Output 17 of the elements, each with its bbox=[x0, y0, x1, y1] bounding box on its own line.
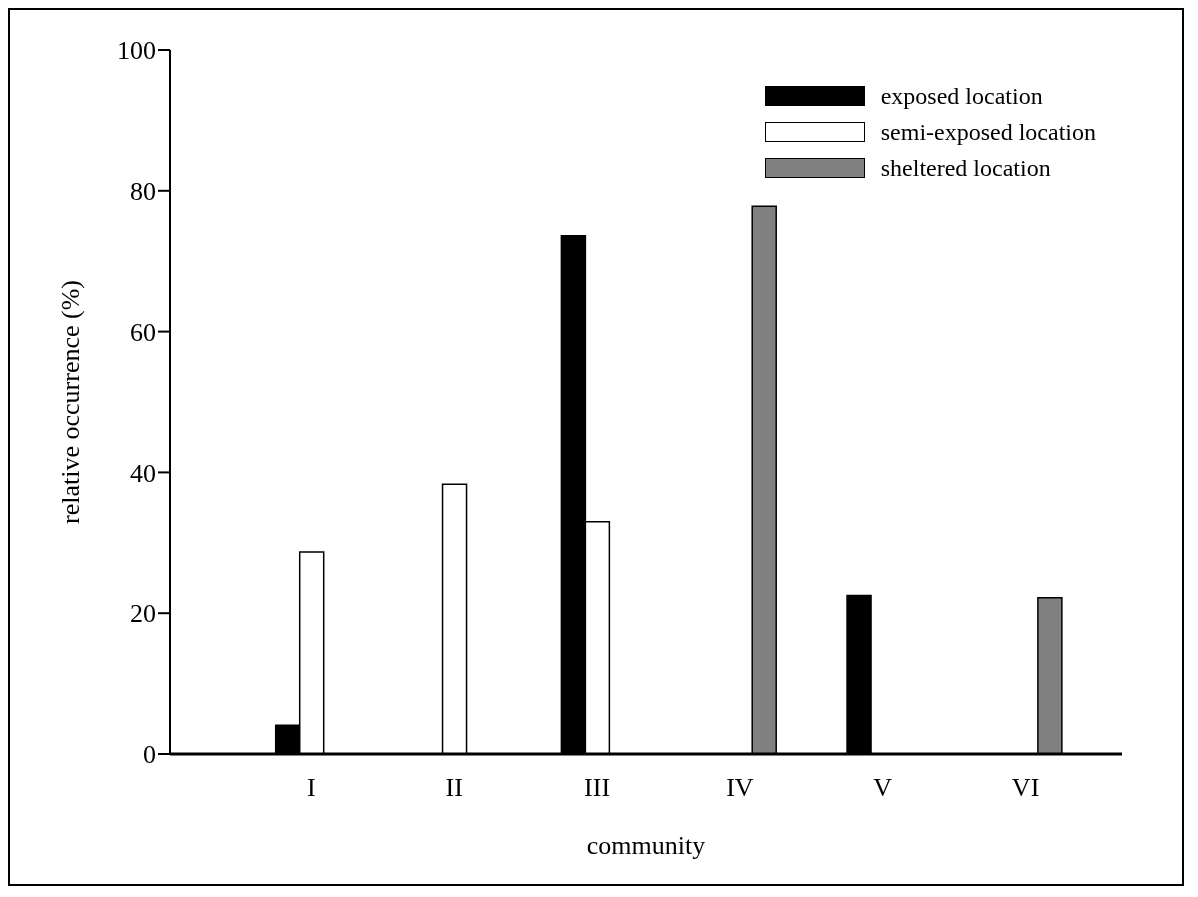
x-tick-label: III bbox=[584, 773, 611, 803]
legend-label: sheltered location bbox=[880, 154, 1051, 182]
y-tick-label: 100 bbox=[117, 36, 156, 66]
x-tick-label: IV bbox=[726, 773, 754, 803]
legend-label: semi-exposed location bbox=[880, 118, 1096, 146]
x-axis-title: community bbox=[586, 831, 706, 860]
x-tick-label: II bbox=[445, 773, 463, 803]
y-tick-label: 80 bbox=[130, 177, 156, 207]
y-axis-title: relative occurrence (%) bbox=[56, 280, 86, 524]
x-tick-label: V bbox=[873, 773, 893, 803]
x-tick-label: VI bbox=[1011, 773, 1040, 803]
y-tick-label: 60 bbox=[130, 317, 156, 347]
legend-label: exposed location bbox=[880, 82, 1043, 110]
x-tick-label: I bbox=[307, 773, 316, 803]
y-tick-label: 40 bbox=[130, 458, 156, 488]
y-tick-label: 0 bbox=[143, 740, 156, 770]
y-tick-label: 20 bbox=[130, 599, 156, 629]
